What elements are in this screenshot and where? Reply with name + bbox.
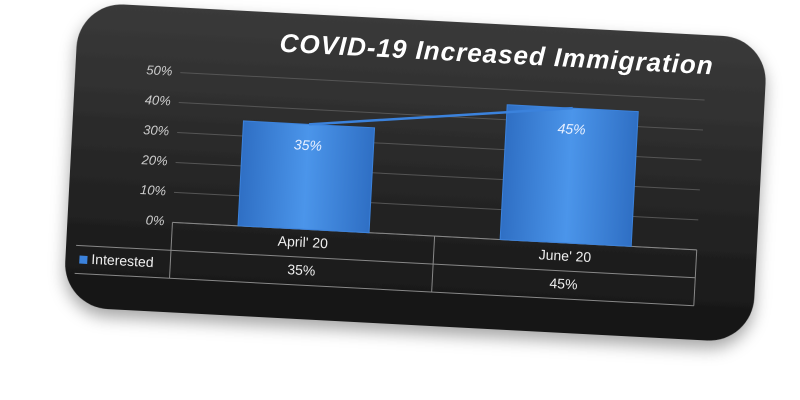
y-tick-label: 20% bbox=[140, 152, 168, 168]
data-label: 45% bbox=[557, 120, 586, 137]
bar bbox=[499, 104, 639, 247]
card: COVID-19 Increased Immigration 0%10%20%3… bbox=[65, 4, 766, 341]
y-tick-label: 0% bbox=[145, 212, 165, 228]
grid-line bbox=[180, 72, 705, 101]
table-line bbox=[169, 222, 173, 279]
x-tick-label: June' 20 bbox=[538, 246, 591, 265]
x-tick-label: April' 20 bbox=[277, 233, 328, 252]
data-label: 35% bbox=[294, 136, 323, 153]
table-value: 35% bbox=[287, 261, 316, 278]
table-line bbox=[431, 236, 436, 293]
y-tick-label: 40% bbox=[144, 92, 171, 108]
table-line bbox=[693, 249, 698, 306]
card-bg bbox=[65, 4, 766, 341]
y-tick-label: 50% bbox=[146, 62, 173, 78]
y-tick-label: 30% bbox=[143, 122, 170, 138]
table-line bbox=[74, 272, 694, 307]
legend-key bbox=[79, 255, 88, 264]
table-value: 45% bbox=[549, 275, 578, 292]
series-line bbox=[308, 106, 573, 126]
y-tick-label: 10% bbox=[140, 182, 167, 198]
table-line bbox=[76, 244, 696, 279]
legend-label: Interested bbox=[91, 251, 154, 270]
